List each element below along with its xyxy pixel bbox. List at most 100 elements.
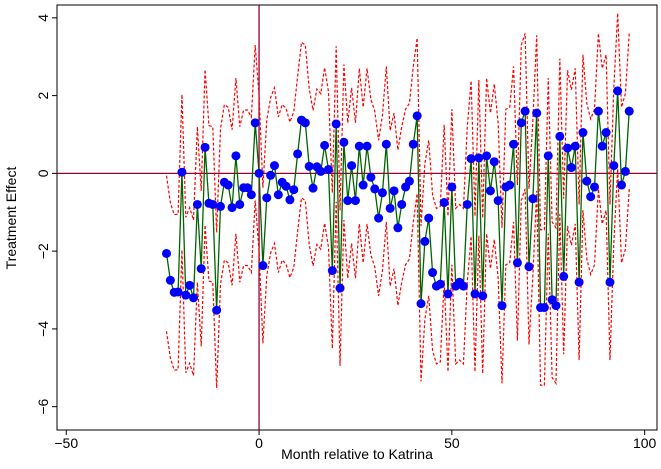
- estimate-point: [509, 139, 519, 149]
- estimate-point: [262, 193, 272, 203]
- y-tick-label: −2: [35, 243, 51, 259]
- estimate-point: [590, 182, 600, 192]
- estimate-point: [420, 236, 430, 246]
- estimate-point: [489, 157, 499, 167]
- estimate-point: [235, 199, 245, 209]
- estimate-point: [470, 289, 480, 299]
- estimate-point: [223, 180, 233, 190]
- estimate-point: [343, 196, 353, 206]
- estimate-point: [181, 290, 191, 300]
- x-tick-label: 100: [633, 435, 657, 451]
- estimate-point: [505, 180, 515, 190]
- estimate-point: [613, 86, 623, 96]
- estimate-point: [196, 264, 206, 274]
- estimate-point: [250, 118, 260, 128]
- estimate-point: [539, 303, 549, 313]
- estimate-point: [177, 167, 187, 177]
- estimate-point: [532, 108, 542, 118]
- estimate-point: [412, 111, 422, 121]
- estimate-point: [447, 182, 457, 192]
- estimate-point: [578, 128, 588, 138]
- estimate-point: [308, 183, 318, 193]
- estimate-point: [620, 166, 630, 176]
- y-tick-label: −4: [35, 321, 51, 337]
- estimate-point: [497, 301, 507, 311]
- estimate-point: [192, 199, 202, 209]
- estimate-point: [462, 199, 472, 209]
- estimate-point: [189, 293, 199, 303]
- estimate-point: [566, 163, 576, 173]
- y-tick-label: 4: [35, 14, 51, 22]
- y-tick-label: −6: [35, 398, 51, 414]
- estimate-point: [377, 188, 387, 198]
- estimate-point: [404, 176, 414, 186]
- estimate-point: [593, 106, 603, 116]
- estimate-point: [512, 258, 522, 268]
- estimate-point: [524, 262, 534, 272]
- estimate-point: [165, 275, 175, 285]
- estimate-point: [212, 305, 222, 315]
- estimate-point: [300, 118, 310, 128]
- ci-band-lower: [165, 168, 630, 389]
- y-axis-title: Treatment Effect: [3, 167, 19, 270]
- estimate-point: [362, 141, 372, 151]
- estimate-point: [597, 141, 607, 151]
- estimate-point: [466, 154, 476, 164]
- estimate-point: [285, 195, 295, 205]
- estimate-point: [393, 223, 403, 233]
- estimate-point: [320, 140, 330, 150]
- estimate-point: [443, 289, 453, 299]
- estimate-point: [242, 183, 252, 193]
- ci-band-upper: [165, 13, 630, 233]
- estimate-point: [416, 299, 426, 309]
- estimate-point: [289, 185, 299, 195]
- estimate-point: [563, 143, 573, 153]
- estimate-point: [227, 203, 237, 213]
- estimate-point: [374, 213, 384, 223]
- estimate-point: [185, 280, 195, 290]
- estimate-point: [474, 153, 484, 163]
- estimate-point: [493, 196, 503, 206]
- y-tick-label: 2: [35, 91, 51, 99]
- estimate-point: [347, 161, 357, 171]
- estimate-point: [281, 181, 291, 191]
- estimate-point: [482, 151, 492, 161]
- estimate-point: [586, 192, 596, 202]
- x-tick-label: −50: [54, 435, 78, 451]
- estimate-point: [428, 268, 438, 278]
- estimate-point: [408, 139, 418, 149]
- estimate-point: [458, 281, 468, 291]
- estimate-point: [273, 190, 283, 200]
- estimate-point: [605, 277, 615, 287]
- estimate-point: [354, 141, 364, 151]
- estimate-point: [570, 141, 580, 151]
- estimate-point: [323, 164, 333, 174]
- estimate-point: [200, 142, 210, 152]
- estimate-point: [254, 168, 264, 178]
- estimate-point: [439, 198, 449, 208]
- estimate-point: [304, 161, 314, 171]
- estimate-point: [424, 213, 434, 223]
- estimate-point: [609, 161, 619, 171]
- estimate-point: [339, 137, 349, 147]
- estimate-point: [358, 180, 368, 190]
- estimate-point: [574, 277, 584, 287]
- estimate-point: [350, 196, 360, 206]
- estimate-point: [370, 184, 380, 194]
- estimate-point: [381, 139, 391, 149]
- estimate-point: [231, 151, 241, 161]
- estimate-point: [327, 266, 337, 276]
- estimate-point: [385, 203, 395, 213]
- estimate-point: [555, 131, 565, 141]
- estimate-point: [215, 201, 225, 211]
- estimate-point: [582, 176, 592, 186]
- estimate-point: [435, 279, 445, 289]
- estimate-point: [162, 248, 172, 258]
- estimate-point: [601, 128, 611, 138]
- estimate-point: [617, 180, 627, 190]
- y-tick-label: 0: [35, 169, 51, 177]
- estimate-point: [335, 283, 345, 293]
- estimate-point: [389, 186, 399, 196]
- plot-frame: [56, 4, 658, 431]
